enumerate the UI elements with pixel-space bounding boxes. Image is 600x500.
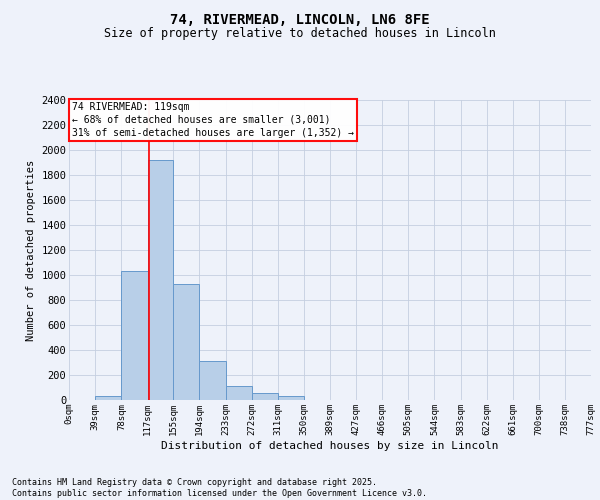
Bar [95, 396, 121, 400]
Bar [199, 361, 226, 400]
Bar [226, 386, 252, 400]
Text: 74, RIVERMEAD, LINCOLN, LN6 8FE: 74, RIVERMEAD, LINCOLN, LN6 8FE [170, 12, 430, 26]
Bar [121, 271, 148, 400]
X-axis label: Distribution of detached houses by size in Lincoln: Distribution of detached houses by size … [161, 440, 499, 450]
Text: Size of property relative to detached houses in Lincoln: Size of property relative to detached ho… [104, 28, 496, 40]
Y-axis label: Number of detached properties: Number of detached properties [26, 160, 35, 340]
Bar [148, 160, 173, 400]
Bar [278, 396, 304, 400]
Bar [252, 392, 278, 400]
Text: Contains HM Land Registry data © Crown copyright and database right 2025.
Contai: Contains HM Land Registry data © Crown c… [12, 478, 427, 498]
Text: 74 RIVERMEAD: 119sqm
← 68% of detached houses are smaller (3,001)
31% of semi-de: 74 RIVERMEAD: 119sqm ← 68% of detached h… [71, 102, 353, 138]
Bar [173, 284, 199, 400]
